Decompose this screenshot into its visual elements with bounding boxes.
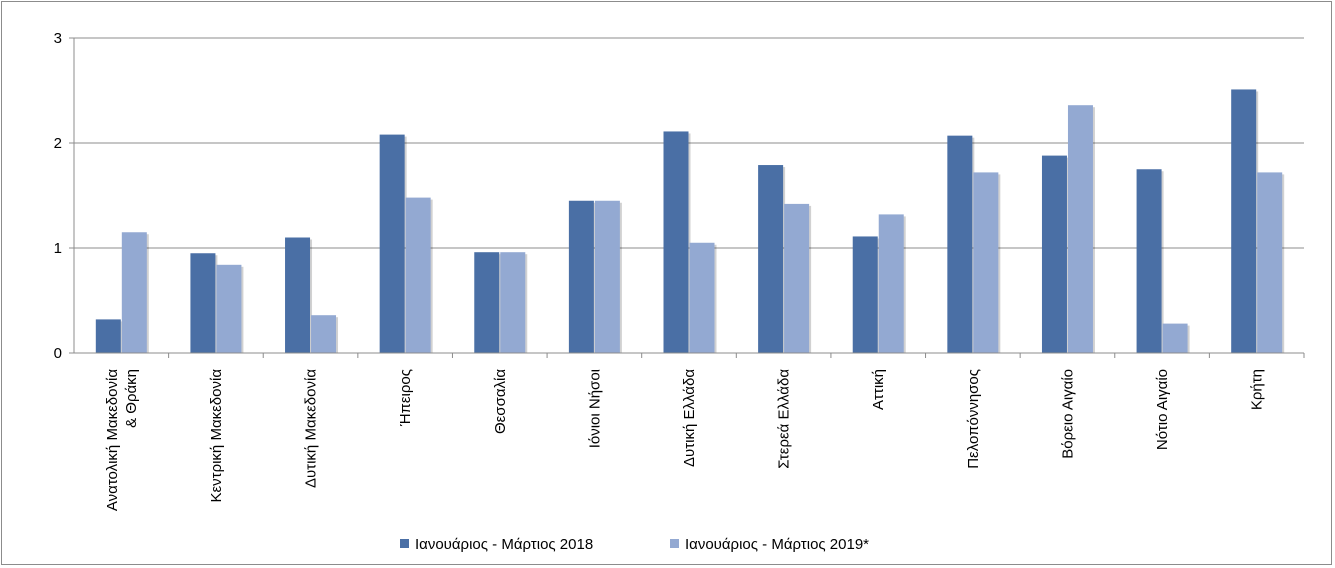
axes	[69, 37, 1305, 358]
bar-2019-4	[500, 252, 526, 353]
bar-2019-3	[405, 197, 431, 353]
y-tick-label: 1	[54, 240, 62, 257]
bar-2018-6	[663, 131, 689, 353]
x-tick-label: Θεσσαλία	[492, 369, 509, 434]
x-tick-label-line: & Θράκη	[123, 369, 140, 428]
y-tick-label: 3	[54, 30, 62, 47]
x-tick-label: Κρήτη	[1249, 369, 1266, 410]
bar-2018-0	[95, 319, 121, 353]
x-tick-label-line: Ιόνιοι Νήσοι	[586, 369, 603, 448]
bar-2019-11	[1162, 323, 1188, 353]
bar-2018-12	[1231, 89, 1257, 353]
bars	[95, 89, 1285, 353]
x-tick-label-line: Δυτική Ελλάδα	[681, 369, 698, 467]
bar-2019-9	[973, 172, 999, 353]
legend-label: Ιανουάριος - Μάρτιος 2018	[415, 536, 593, 553]
legend-swatch	[670, 539, 679, 548]
x-tick-label: Στερεά Ελλάδα	[776, 369, 793, 469]
y-tick-labels: 0 1 2 3	[54, 30, 62, 362]
legend: Ιανουάριος - Μάρτιος 2018 Ιανουάριος - Μά…	[400, 536, 869, 553]
x-tick-label: Βόρειο Αιγαίο	[1059, 369, 1076, 459]
legend-swatch	[400, 539, 409, 548]
x-tick-label: Πελοπόννησος	[965, 369, 982, 469]
x-tick-label: Νότιο Αιγαίο	[1154, 369, 1171, 450]
bar-2019-2	[311, 315, 337, 353]
bar-2018-1	[190, 253, 216, 353]
x-tick-label-line: Δυτική Μακεδονία	[303, 369, 320, 488]
x-tick-label-line: Πελοπόννησος	[965, 369, 982, 469]
x-tick-label-line: Ανατολική Μακεδονία	[104, 369, 121, 511]
x-tick-label-line: Στερεά Ελλάδα	[776, 369, 793, 469]
gridlines	[74, 37, 1304, 249]
bar-2018-9	[947, 135, 973, 353]
x-tick-label-line: Θεσσαλία	[492, 369, 509, 434]
legend-label: Ιανουάριος - Μάρτιος 2019*	[685, 536, 869, 553]
x-tick-label: Αττική	[870, 369, 887, 410]
bar-2018-8	[852, 236, 878, 353]
bar-2018-7	[758, 165, 784, 353]
y-tick-label: 0	[54, 345, 62, 362]
x-tick-label: Ανατολική Μακεδονία & Θράκη	[104, 369, 140, 511]
x-tick-label: Ήπειρος	[397, 369, 414, 427]
x-tick-label-line: Κεντρική Μακεδονία	[208, 369, 225, 503]
x-tick-label: Δυτική Ελλάδα	[681, 369, 698, 467]
x-tick-label-line: Αττική	[870, 369, 887, 410]
x-tick-label-line: Νότιο Αιγαίο	[1154, 369, 1171, 450]
bar-2018-10	[1041, 155, 1067, 353]
bar-2019-6	[689, 242, 715, 353]
bar-2019-5	[594, 200, 620, 353]
bar-2019-8	[878, 214, 904, 353]
bar-2018-5	[568, 200, 594, 353]
bar-2018-2	[285, 237, 311, 353]
bar-2018-4	[474, 252, 500, 353]
x-tick-label-line: Ήπειρος	[397, 369, 414, 427]
bar-2019-1	[216, 264, 242, 353]
bar-2019-0	[121, 232, 147, 353]
bar-2019-12	[1257, 172, 1283, 353]
x-tick-label: Ιόνιοι Νήσοι	[586, 369, 603, 448]
x-tick-labels: Ανατολική Μακεδονία & Θράκη Κεντρική Μακεδ…	[104, 369, 1266, 511]
x-tick-label-line: Βόρειο Αιγαίο	[1059, 369, 1076, 459]
y-tick-label: 2	[54, 135, 62, 152]
x-tick-label: Δυτική Μακεδονία	[303, 369, 320, 488]
bar-2018-3	[379, 134, 405, 353]
bar-2018-11	[1136, 169, 1162, 353]
bar-2019-7	[784, 203, 810, 353]
x-tick-label-line: Κρήτη	[1249, 369, 1266, 410]
x-tick-label: Κεντρική Μακεδονία	[208, 369, 225, 503]
bar-2019-10	[1067, 105, 1093, 353]
